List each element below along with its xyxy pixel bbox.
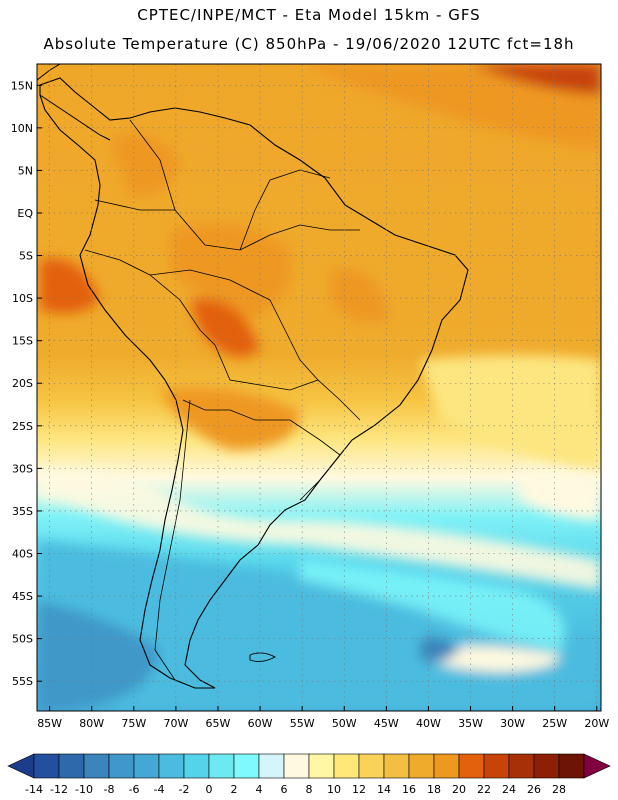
colorbar-cell bbox=[33, 753, 60, 779]
lat-label: 40S bbox=[12, 548, 33, 561]
lat-label: 10N bbox=[11, 122, 33, 135]
map-title-line-1: CPTEC/INPE/MCT - Eta Model 15km - GFS bbox=[137, 6, 481, 24]
colorbar-cell bbox=[283, 753, 310, 779]
central-america-outline bbox=[37, 64, 111, 141]
colorbar-cell bbox=[108, 753, 135, 779]
lat-label: 50S bbox=[12, 633, 33, 646]
colorbar-cell bbox=[233, 753, 260, 779]
colorbar-cell bbox=[133, 753, 160, 779]
lat-label: 15S bbox=[12, 335, 33, 348]
colorbar-cell bbox=[258, 753, 285, 779]
lon-label: 20W bbox=[584, 717, 609, 730]
lon-label: 45W bbox=[374, 717, 399, 730]
colorbar-label: 20 bbox=[452, 783, 466, 796]
colorbar-label: -14 bbox=[25, 783, 43, 796]
colorbar-label: 0 bbox=[206, 783, 213, 796]
lon-label: 75W bbox=[121, 717, 146, 730]
colorbar-label: 4 bbox=[256, 783, 263, 796]
colorbar-label: 24 bbox=[502, 783, 516, 796]
country-borders bbox=[84, 119, 361, 681]
colorbar-cell bbox=[483, 753, 510, 779]
lat-label: 55S bbox=[12, 675, 33, 688]
lat-label: 10S bbox=[12, 292, 33, 305]
lon-label: 25W bbox=[542, 717, 567, 730]
colorbar-label: -2 bbox=[179, 783, 190, 796]
latitude-axis: 15N 10N 5N EQ 5S 10S 15S 20S 25S 30S 35S 40S 45S 50S 5… bbox=[11, 79, 42, 688]
colorbar-cell bbox=[208, 753, 235, 779]
colorbar-cell bbox=[58, 753, 85, 779]
colorbar-label: 22 bbox=[477, 783, 491, 796]
colorbar-max-arrow bbox=[583, 753, 611, 779]
map-frame bbox=[36, 63, 602, 712]
colorbar-label: 8 bbox=[306, 783, 313, 796]
colorbar-label: 10 bbox=[327, 783, 341, 796]
lon-label: 35W bbox=[458, 717, 483, 730]
colorbar-cell bbox=[408, 753, 435, 779]
colorbar-label: 14 bbox=[377, 783, 391, 796]
map-title-line-2: Absolute Temperature (C) 850hPa - 19/06/… bbox=[43, 35, 575, 53]
colorbar-label: -6 bbox=[129, 783, 140, 796]
lon-label: 70W bbox=[163, 717, 188, 730]
colorbar-label: 16 bbox=[402, 783, 416, 796]
lon-label: 40W bbox=[416, 717, 441, 730]
colorbar-label: 26 bbox=[527, 783, 541, 796]
lat-label: EQ bbox=[17, 207, 33, 220]
colorbar-cell bbox=[333, 753, 360, 779]
lon-label: 50W bbox=[332, 717, 357, 730]
colorbar-cell bbox=[508, 753, 535, 779]
lon-label: 65W bbox=[206, 717, 231, 730]
colorbar-label: -10 bbox=[75, 783, 93, 796]
colorbar-cell bbox=[158, 753, 185, 779]
lon-label: 80W bbox=[79, 717, 104, 730]
colorbar-cell bbox=[358, 753, 385, 779]
colorbar-cell bbox=[458, 753, 485, 779]
lat-label: 25S bbox=[12, 420, 33, 433]
lat-label: 15N bbox=[11, 79, 33, 92]
colorbar-cell bbox=[558, 753, 585, 779]
colorbar-label: 12 bbox=[352, 783, 366, 796]
colorbar-label: -12 bbox=[50, 783, 68, 796]
lon-label: 30W bbox=[500, 717, 525, 730]
lon-label: 55W bbox=[290, 717, 315, 730]
lat-label: 5N bbox=[18, 164, 33, 177]
longitude-axis: 85W 80W 75W 70W 65W 60W 55W 50W 45W 40W 35W 30W 25W 2… bbox=[37, 706, 609, 730]
temperature-field bbox=[37, 64, 601, 711]
lat-label: 30S bbox=[12, 462, 33, 475]
lat-label: 20S bbox=[12, 377, 33, 390]
colorbar-min-arrow bbox=[7, 753, 35, 779]
colorbar-label: 18 bbox=[427, 783, 441, 796]
colorbar-label: 28 bbox=[552, 783, 566, 796]
lon-label: 60W bbox=[248, 717, 273, 730]
coastline bbox=[39, 77, 469, 689]
colorbar-cell bbox=[83, 753, 110, 779]
lat-label: 5S bbox=[19, 250, 33, 263]
colorbar-cell bbox=[533, 753, 560, 779]
colorbar-label: 2 bbox=[231, 783, 238, 796]
lat-label: 35S bbox=[12, 505, 33, 518]
falklands-outline bbox=[249, 652, 276, 662]
colorbar-cell bbox=[308, 753, 335, 779]
colorbar-label: 6 bbox=[281, 783, 288, 796]
colorbar-cell bbox=[183, 753, 210, 779]
lon-label: 85W bbox=[37, 717, 62, 730]
colorbar-cell bbox=[433, 753, 460, 779]
colorbar-label: -8 bbox=[104, 783, 115, 796]
graticule bbox=[37, 64, 601, 711]
lat-label: 45S bbox=[12, 590, 33, 603]
colorbar-cell bbox=[383, 753, 410, 779]
colorbar-label: -4 bbox=[154, 783, 165, 796]
